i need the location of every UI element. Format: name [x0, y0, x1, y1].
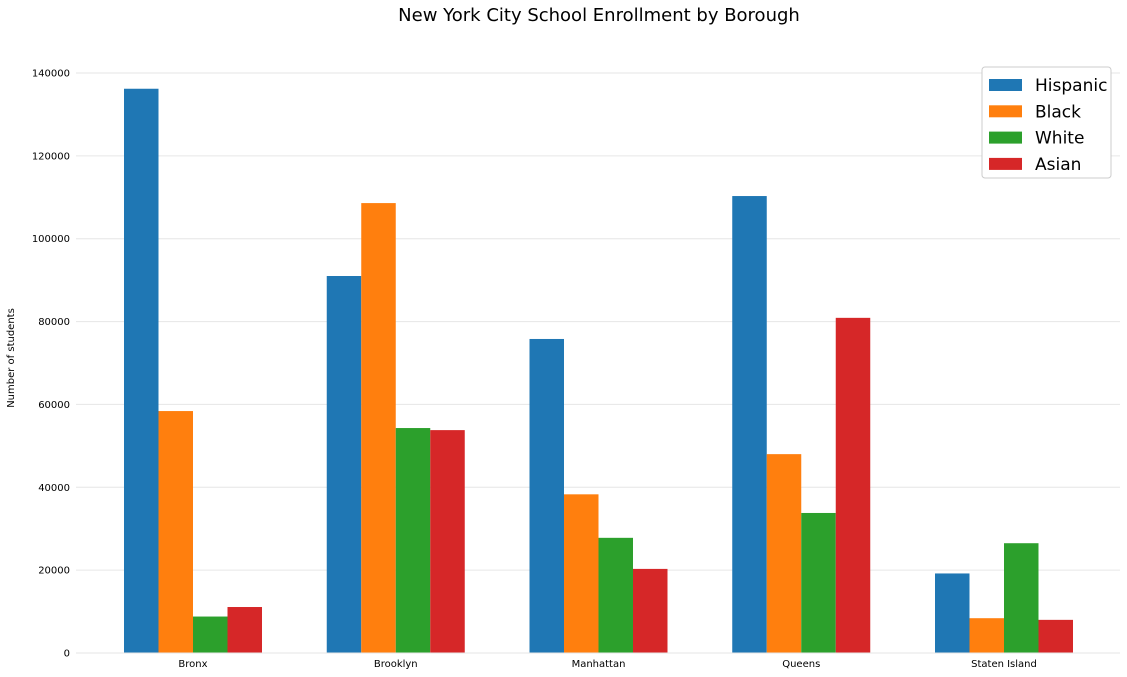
bar-hispanic-queens	[732, 196, 767, 654]
bar-white-queens	[801, 512, 836, 653]
x-tick-label: Manhattan	[572, 659, 626, 670]
bar-white-bronx	[193, 616, 228, 653]
legend-label-hispanic: Hispanic	[1035, 76, 1107, 96]
bar-hispanic-brooklyn	[326, 276, 362, 653]
bar-asian-queens	[835, 317, 871, 653]
x-tick-label: Bronx	[178, 659, 207, 670]
y-tick-label: 80000	[38, 317, 70, 328]
legend-label-white: White	[1035, 129, 1084, 149]
legend-swatch-black	[989, 105, 1022, 118]
y-tick-label: 120000	[32, 151, 70, 162]
bar-asian-staten-island	[1038, 619, 1073, 653]
x-tick-label: Staten Island	[971, 659, 1037, 670]
legend-swatch-asian	[989, 157, 1022, 170]
bar-black-brooklyn	[361, 203, 396, 654]
bar-white-manhattan	[598, 537, 633, 653]
legend-swatch-hispanic	[989, 79, 1022, 91]
bar-black-queens	[766, 454, 802, 653]
bar-black-bronx	[158, 411, 193, 653]
y-tick-label: 40000	[38, 483, 70, 494]
y-axis-label: Number of students	[6, 308, 17, 408]
bar-black-manhattan	[564, 494, 599, 653]
y-tick-label: 60000	[38, 400, 70, 411]
x-tick-label: Brooklyn	[374, 659, 418, 670]
y-tick-label: 140000	[32, 69, 70, 80]
x-tick-label: Queens	[782, 659, 820, 670]
y-tick-label: 100000	[32, 234, 70, 245]
chart-title: New York City School Enrollment by Borou…	[398, 5, 800, 26]
bars	[124, 88, 1073, 654]
bar-hispanic-staten-island	[935, 573, 970, 653]
legend-label-black: Black	[1035, 102, 1081, 122]
bar-black-staten-island	[969, 618, 1004, 653]
legend-swatch-white	[989, 131, 1022, 144]
y-tick-label: 0	[64, 649, 70, 660]
grid-lines	[76, 72, 1120, 654]
legend: Hispanic Black White Asian	[981, 66, 1112, 179]
bar-white-staten-island	[1004, 543, 1039, 653]
bar-asian-bronx	[227, 607, 262, 653]
legend-box	[981, 66, 1112, 179]
axes: 0 20000 40000 60000 80000 100000 120000 140000 B…	[32, 69, 1120, 670]
bar-asian-brooklyn	[430, 430, 465, 653]
bar-asian-manhattan	[633, 568, 668, 653]
bar-white-brooklyn	[395, 428, 431, 653]
bar-hispanic-bronx	[124, 88, 159, 653]
y-tick-label: 20000	[38, 566, 70, 577]
bar-hispanic-manhattan	[529, 338, 564, 653]
legend-label-asian: Asian	[1035, 155, 1081, 175]
